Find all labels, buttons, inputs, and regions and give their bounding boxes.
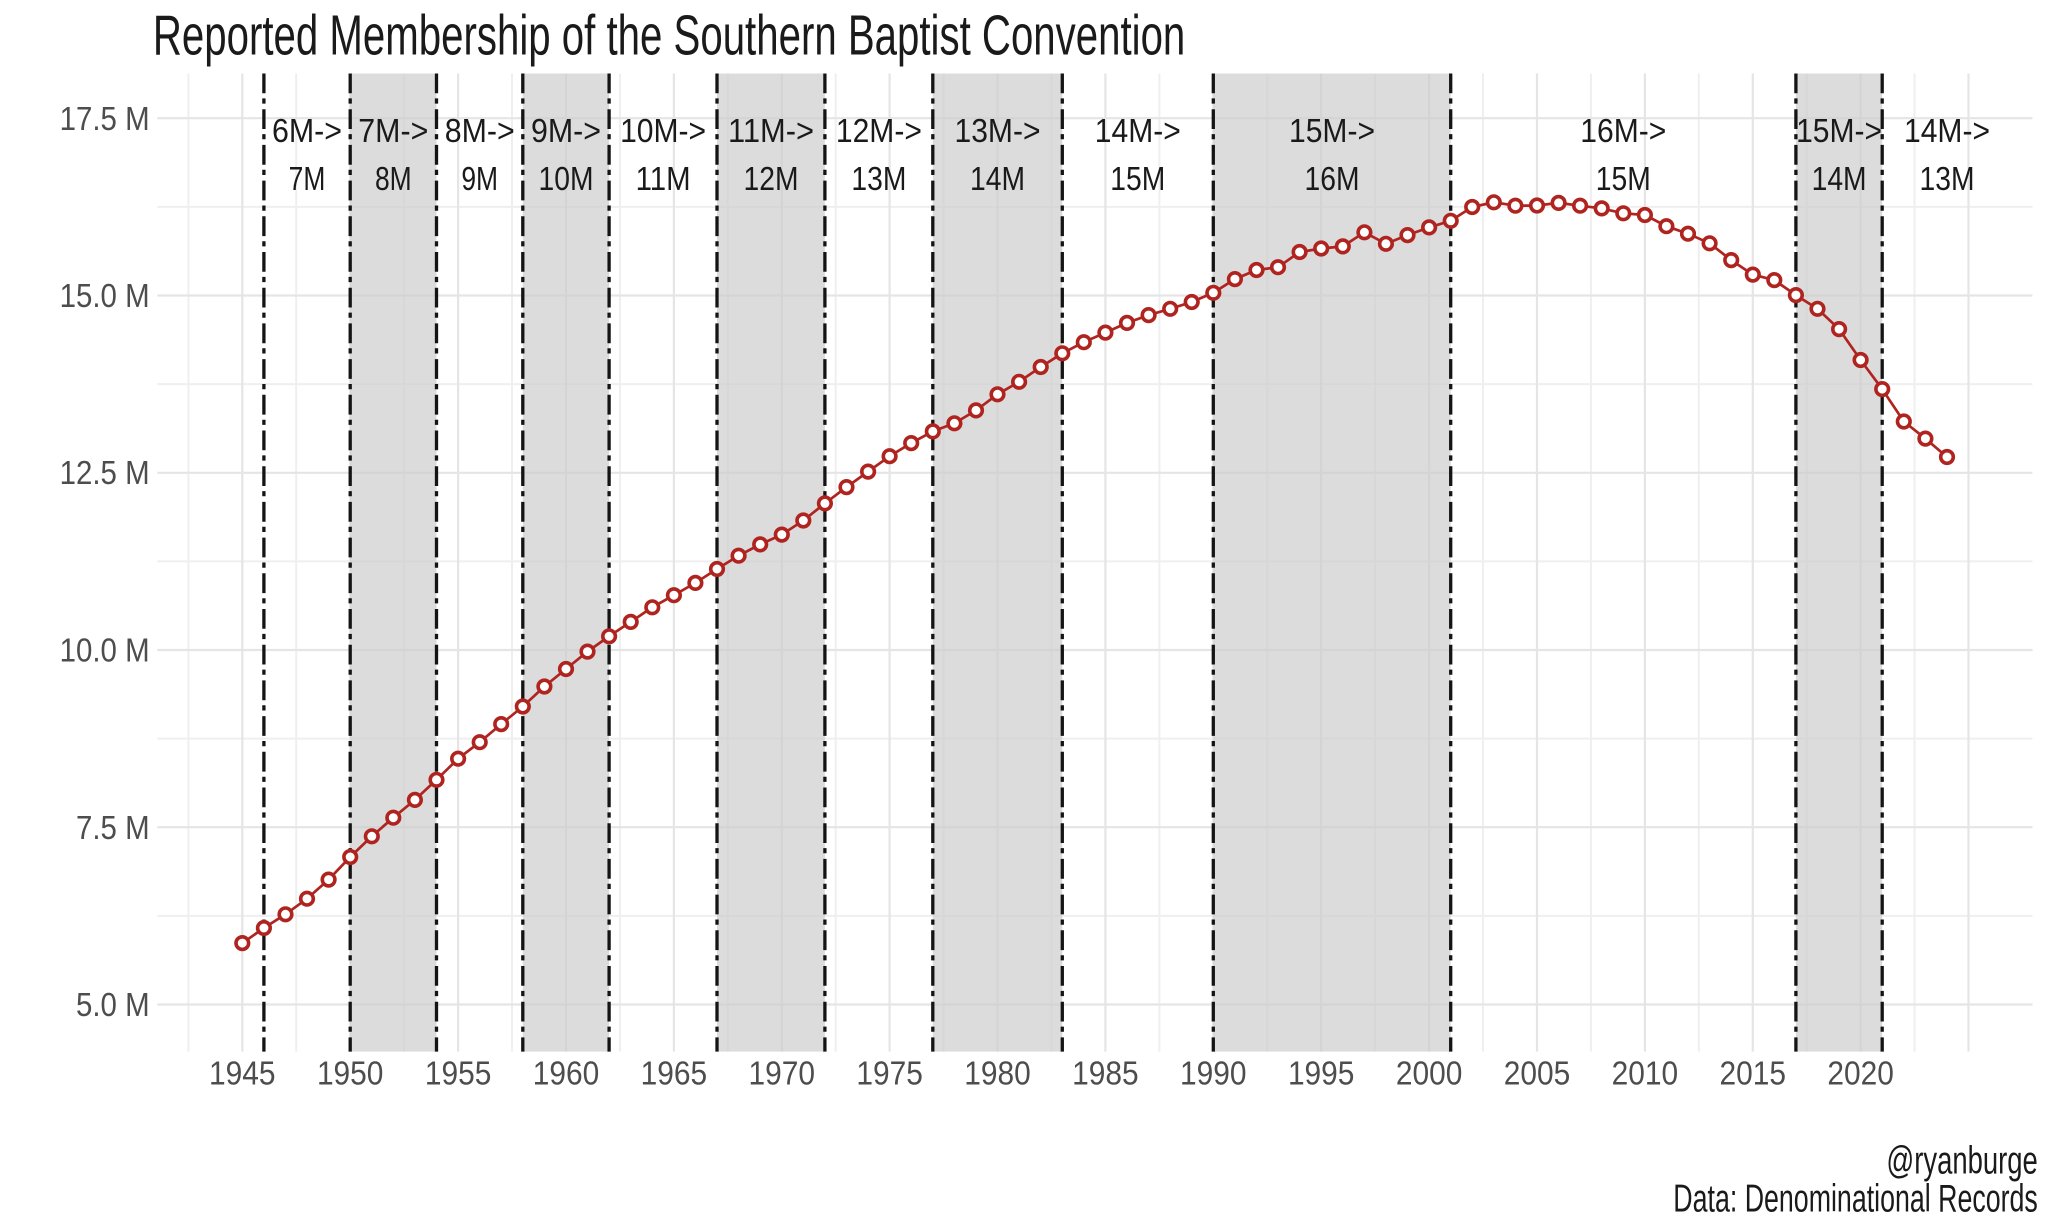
svg-text:11M: 11M [636, 160, 691, 197]
svg-text:1970: 1970 [749, 1054, 816, 1091]
svg-text:16M: 16M [1305, 160, 1360, 197]
svg-text:10M->: 10M-> [620, 112, 706, 149]
svg-text:11M->: 11M-> [728, 112, 814, 149]
svg-text:1985: 1985 [1072, 1054, 1139, 1091]
svg-text:9M: 9M [461, 160, 498, 197]
svg-text:7.5 M: 7.5 M [76, 809, 150, 846]
svg-text:1965: 1965 [641, 1054, 708, 1091]
svg-text:@ryanburge: @ryanburge [1886, 1140, 2037, 1183]
svg-text:8M: 8M [375, 160, 412, 197]
svg-text:5.0 M: 5.0 M [76, 986, 150, 1023]
svg-text:14M: 14M [1812, 160, 1867, 197]
svg-text:1960: 1960 [533, 1054, 600, 1091]
svg-text:Reported Membership of the Sou: Reported Membership of the Southern Bapt… [153, 4, 1185, 68]
svg-text:1995: 1995 [1288, 1054, 1355, 1091]
svg-text:2000: 2000 [1396, 1054, 1463, 1091]
svg-text:15M: 15M [1596, 160, 1651, 197]
svg-text:13M->: 13M-> [955, 112, 1041, 149]
svg-text:15M->: 15M-> [1796, 112, 1882, 149]
svg-text:14M: 14M [970, 160, 1025, 197]
svg-text:13M: 13M [1920, 160, 1975, 197]
svg-text:1955: 1955 [425, 1054, 492, 1091]
svg-text:1990: 1990 [1180, 1054, 1247, 1091]
svg-text:Data: Denominational Records: Data: Denominational Records [1673, 1178, 2038, 1221]
svg-text:7M: 7M [289, 160, 326, 197]
svg-text:15M: 15M [1110, 160, 1165, 197]
svg-text:1980: 1980 [964, 1054, 1031, 1091]
svg-text:12M: 12M [744, 160, 799, 197]
svg-text:1975: 1975 [856, 1054, 923, 1091]
svg-text:10.0 M: 10.0 M [60, 632, 150, 669]
svg-text:8M->: 8M-> [445, 112, 515, 149]
svg-text:10M: 10M [539, 160, 594, 197]
svg-text:16M->: 16M-> [1580, 112, 1666, 149]
svg-text:12M->: 12M-> [836, 112, 922, 149]
svg-text:9M->: 9M-> [531, 112, 601, 149]
svg-text:2010: 2010 [1612, 1054, 1679, 1091]
svg-text:2015: 2015 [1720, 1054, 1787, 1091]
svg-text:6M->: 6M-> [272, 112, 342, 149]
svg-text:15.0 M: 15.0 M [60, 277, 150, 314]
svg-text:1950: 1950 [317, 1054, 384, 1091]
svg-text:2020: 2020 [1827, 1054, 1894, 1091]
svg-text:14M->: 14M-> [1095, 112, 1181, 149]
svg-text:15M->: 15M-> [1289, 112, 1375, 149]
svg-text:1945: 1945 [209, 1054, 276, 1091]
svg-text:13M: 13M [851, 160, 906, 197]
svg-text:17.5 M: 17.5 M [60, 100, 150, 137]
svg-text:12.5 M: 12.5 M [60, 454, 150, 491]
svg-text:2005: 2005 [1504, 1054, 1571, 1091]
svg-text:7M->: 7M-> [358, 112, 428, 149]
svg-text:14M->: 14M-> [1904, 112, 1990, 149]
